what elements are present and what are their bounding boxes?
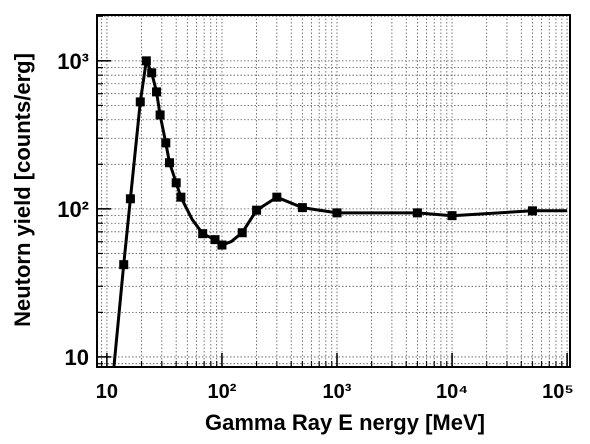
marker [147, 68, 157, 78]
marker [161, 138, 171, 148]
x-axis-label: Gamma Ray E nergy [MeV] [205, 410, 485, 435]
marker [412, 208, 422, 218]
marker [252, 205, 262, 215]
marker [297, 203, 307, 213]
marker [527, 206, 537, 216]
marker [332, 208, 342, 218]
marker [125, 194, 135, 204]
marker [171, 178, 181, 188]
marker [119, 260, 129, 270]
marker [135, 97, 145, 107]
x-tick-label: 10 [96, 381, 118, 403]
x-tick-label: 10³ [323, 381, 352, 403]
marker [447, 211, 457, 221]
marker [176, 192, 186, 202]
marker [272, 192, 282, 202]
marker [210, 235, 220, 245]
marker [237, 228, 247, 238]
x-tick-label: 10² [208, 381, 237, 403]
marker [152, 87, 162, 97]
y-tick-label: 10³ [57, 49, 89, 74]
marker [198, 229, 208, 239]
x-tick-label: 10⁵ [542, 381, 574, 403]
marker [165, 158, 175, 168]
marker [217, 240, 227, 250]
plot-frame [96, 14, 571, 368]
marker [155, 110, 165, 120]
y-tick-label: 10² [57, 197, 89, 222]
marker [141, 56, 151, 66]
x-tick-label: 10⁴ [436, 381, 468, 403]
y-axis-label: Neutorn yield [counts/erg] [10, 53, 35, 327]
y-tick-label: 10 [65, 345, 89, 370]
